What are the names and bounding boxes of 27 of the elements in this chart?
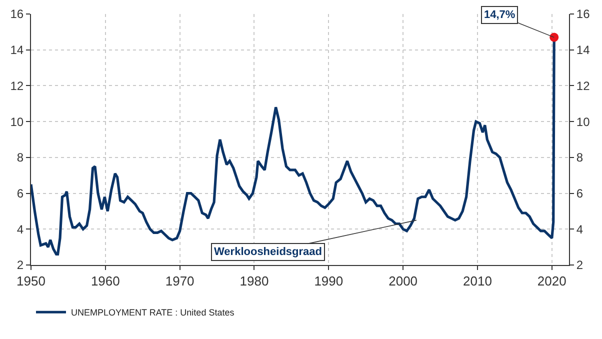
x-tick-label: 1980 bbox=[240, 274, 269, 289]
x-tick-label: 1990 bbox=[314, 274, 344, 289]
y2-tick-label: 16 bbox=[576, 7, 590, 22]
legend-label: UNEMPLOYMENT RATE : United States bbox=[71, 308, 235, 318]
y-tick-label: 2 bbox=[16, 258, 24, 272]
x-tick-label: 1950 bbox=[16, 274, 46, 289]
annotation: Werkloosheidsgraad bbox=[214, 246, 322, 258]
y2-tick-label: 4 bbox=[576, 222, 584, 236]
y2-tick-label: 14 bbox=[576, 43, 590, 58]
y-tick-label: 6 bbox=[16, 186, 24, 200]
y-tick-label: 10 bbox=[10, 114, 24, 129]
y2-tick-label: 12 bbox=[576, 78, 590, 93]
y2-tick-label: 10 bbox=[576, 114, 590, 129]
y-tick-label: 16 bbox=[10, 7, 24, 22]
y-tick-label: 8 bbox=[16, 150, 24, 165]
x-tick-label: 2000 bbox=[388, 274, 418, 289]
x-tick-label: 2020 bbox=[537, 274, 566, 289]
annotation: 14,7% bbox=[484, 9, 516, 21]
y2-tick-label: 8 bbox=[576, 150, 584, 165]
x-tick-label: 1970 bbox=[165, 274, 194, 289]
y-tick-label: 12 bbox=[10, 78, 24, 93]
y-tick-label: 4 bbox=[16, 222, 24, 236]
x-tick-label: 1960 bbox=[90, 274, 120, 289]
y2-tick-label: 6 bbox=[576, 186, 584, 200]
y-tick-label: 14 bbox=[10, 43, 24, 58]
x-tick-label: 2010 bbox=[463, 274, 492, 289]
y2-tick-label: 2 bbox=[576, 258, 584, 272]
